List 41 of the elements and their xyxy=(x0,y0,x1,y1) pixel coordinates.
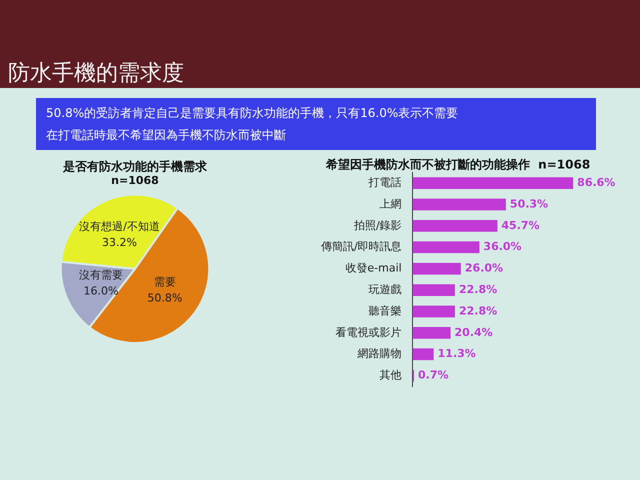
text: 50.8%的受訪者肯定自己是需要具有防水功能的手機，只有16.0%表示不需要 xyxy=(46,105,460,122)
data-label: 22.8% xyxy=(458,282,498,296)
data-label: 0.7% xyxy=(418,368,449,382)
y-tick-label: 網路購物 xyxy=(356,347,402,360)
bar xyxy=(412,177,574,189)
data-label: 45.7% xyxy=(501,218,540,232)
y-tick-label: 聽音樂 xyxy=(368,304,402,318)
y-tick-label: 上網 xyxy=(380,197,402,210)
data-label: 22.8% xyxy=(458,304,498,318)
bar xyxy=(412,327,451,339)
data-label: 16.0% xyxy=(83,284,118,298)
y-tick-label: 玩遊戲 xyxy=(368,282,402,296)
slice-label: 需要 xyxy=(154,276,176,289)
y-tick-label: 其他 xyxy=(380,368,402,382)
data-label: 20.4% xyxy=(454,326,493,339)
y-tick-label: 打電話 xyxy=(368,176,402,189)
bar xyxy=(412,262,461,275)
y-tick-label: 收發e-mail xyxy=(345,262,402,275)
data-label: 86.6% xyxy=(577,176,616,189)
slice-label: 沒有需要 xyxy=(78,268,123,282)
bar xyxy=(412,198,506,210)
chart-title: 希望因手機防水而不被打斷的功能操作 n=1068 xyxy=(324,157,590,172)
chart-subtitle: n=1068 xyxy=(111,174,159,187)
data-label: 50.3% xyxy=(510,197,548,210)
data-label: 50.8% xyxy=(147,292,182,305)
bar xyxy=(412,241,480,254)
text: 在打電話時最不希望因為手機不防水而被中斷 xyxy=(46,127,287,144)
y-tick-label: 傳簡訊/即時訊息 xyxy=(320,240,402,254)
text: 防水手機的需求度 xyxy=(8,60,184,88)
data-label: 36.0% xyxy=(483,240,522,254)
slice-label: 沒有想過/不知道 xyxy=(79,220,160,233)
bar xyxy=(412,306,455,318)
chart-title: 是否有防水功能的手機需求 xyxy=(62,159,208,174)
data-label: 33.2% xyxy=(102,236,137,249)
data-label: 26.0% xyxy=(464,262,504,275)
y-tick-label: 看電視或影片 xyxy=(336,326,402,339)
bar xyxy=(412,220,498,232)
data-label: 11.3% xyxy=(438,347,476,360)
bar xyxy=(412,348,434,360)
y-tick-label: 拍照/錄影 xyxy=(352,218,402,232)
bar xyxy=(412,284,455,296)
